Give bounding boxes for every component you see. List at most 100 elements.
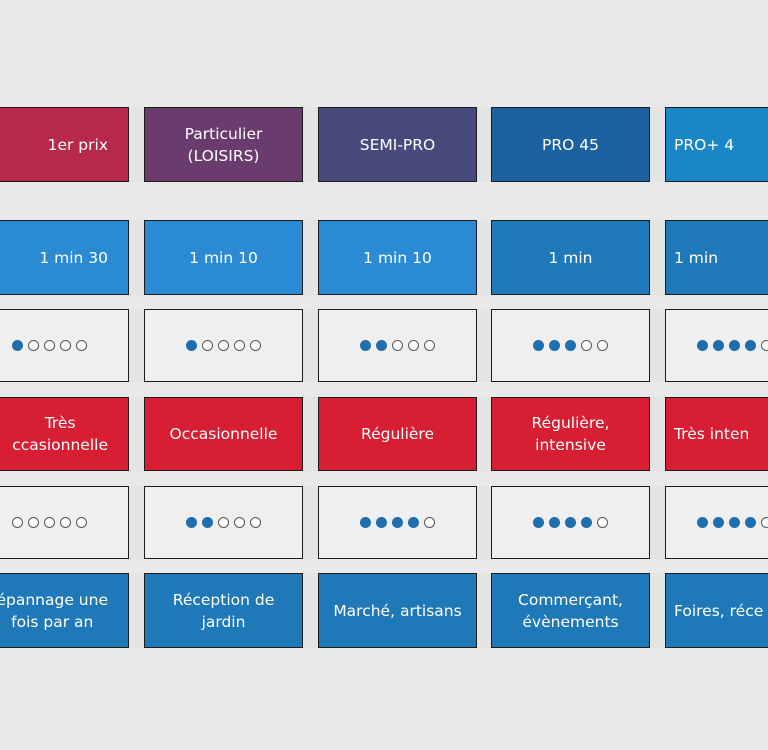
rating-cell: [491, 309, 650, 382]
rating-dot: [565, 517, 576, 528]
rating-dot: [760, 517, 768, 528]
separator: [476, 397, 492, 471]
text-cell: Commerçant, évènements: [491, 573, 650, 648]
separator: [302, 397, 319, 471]
rating-dot: [44, 340, 55, 351]
rating-dot: [376, 517, 387, 528]
text-cell: Régulière: [318, 397, 477, 471]
text-cell: Réception de jardin: [144, 573, 303, 648]
text-cell: Marché, artisans: [318, 573, 477, 648]
separator: [649, 397, 666, 471]
rating-dot: [549, 340, 560, 351]
separator: [476, 107, 492, 182]
separator: [128, 309, 145, 382]
text-cell: Régulière, intensive: [491, 397, 650, 471]
rating-dot: [202, 340, 213, 351]
rating-dot: [696, 340, 708, 351]
separator: [302, 573, 319, 648]
separator: [302, 486, 319, 559]
rating-dot: [424, 340, 435, 351]
rating-dot: [408, 340, 419, 351]
separator: [649, 573, 666, 648]
rating-cell: [0, 309, 129, 382]
text-cell: Occasionnelle: [144, 397, 303, 471]
rating-dot: [76, 517, 87, 528]
rating-dot: [696, 517, 708, 528]
separator: [302, 309, 319, 382]
rating-dot: [581, 517, 592, 528]
separator: [302, 220, 319, 295]
rating-dot: [250, 517, 261, 528]
text-cell: 1 min: [491, 220, 650, 295]
text-cell: 1 min 10: [144, 220, 303, 295]
separator: [128, 486, 145, 559]
rating-dot: [44, 517, 55, 528]
rating-cell: [0, 486, 129, 559]
separator: [476, 220, 492, 295]
rating-cell: [665, 486, 768, 559]
rating-dot: [76, 340, 87, 351]
text-cell: épannage une fois par an: [0, 573, 129, 648]
separator: [128, 573, 145, 648]
rating-dot: [712, 340, 724, 351]
rating-dot: [28, 517, 39, 528]
rating-dot: [360, 517, 371, 528]
text-cell: Particulier (LOISIRS): [144, 107, 303, 182]
separator: [476, 573, 492, 648]
separator: [649, 107, 666, 182]
rating-dot: [60, 517, 71, 528]
separator: [476, 309, 492, 382]
separator: [128, 107, 145, 182]
rating-cell: [144, 486, 303, 559]
rating-cell: [665, 309, 768, 382]
text-cell: Très ccasionnelle: [0, 397, 129, 471]
text-cell: PRO+ 4: [665, 107, 768, 182]
rating-dot: [202, 517, 213, 528]
rating-dot: [250, 340, 261, 351]
rating-dot: [533, 340, 544, 351]
rating-dot: [12, 517, 23, 528]
rating-dot: [597, 340, 608, 351]
text-cell: 1 min 10: [318, 220, 477, 295]
rating-dot: [424, 517, 435, 528]
rating-dot: [218, 517, 229, 528]
rating-dot: [234, 340, 245, 351]
text-cell: 1 min: [665, 220, 768, 295]
rating-dot: [218, 340, 229, 351]
rating-dot: [728, 340, 740, 351]
rating-cell: [318, 309, 477, 382]
rating-dot: [549, 517, 560, 528]
text-cell: 1 min 30: [0, 220, 129, 295]
text-cell: Très inten: [665, 397, 768, 471]
rating-dot: [186, 517, 197, 528]
rating-dot: [728, 517, 740, 528]
rating-dot: [581, 340, 592, 351]
rating-cell: [144, 309, 303, 382]
text-cell: Foires, réce: [665, 573, 768, 648]
rating-dot: [712, 517, 724, 528]
rating-dot: [234, 517, 245, 528]
rating-dot: [12, 340, 23, 351]
rating-dot: [533, 517, 544, 528]
rating-dot: [597, 517, 608, 528]
rating-dot: [28, 340, 39, 351]
text-cell: SEMI-PRO: [318, 107, 477, 182]
text-cell: 1er prix: [0, 107, 129, 182]
separator: [128, 220, 145, 295]
rating-dot: [565, 340, 576, 351]
rating-cell: [318, 486, 477, 559]
rating-dot: [186, 340, 197, 351]
rating-dot: [760, 340, 768, 351]
text-cell: PRO 45: [491, 107, 650, 182]
rating-dot: [744, 340, 756, 351]
separator: [649, 486, 666, 559]
separator: [302, 107, 319, 182]
rating-dot: [408, 517, 419, 528]
separator: [649, 220, 666, 295]
rating-dot: [392, 517, 403, 528]
separator: [128, 397, 145, 471]
separator: [476, 486, 492, 559]
rating-dot: [744, 517, 756, 528]
rating-dot: [376, 340, 387, 351]
